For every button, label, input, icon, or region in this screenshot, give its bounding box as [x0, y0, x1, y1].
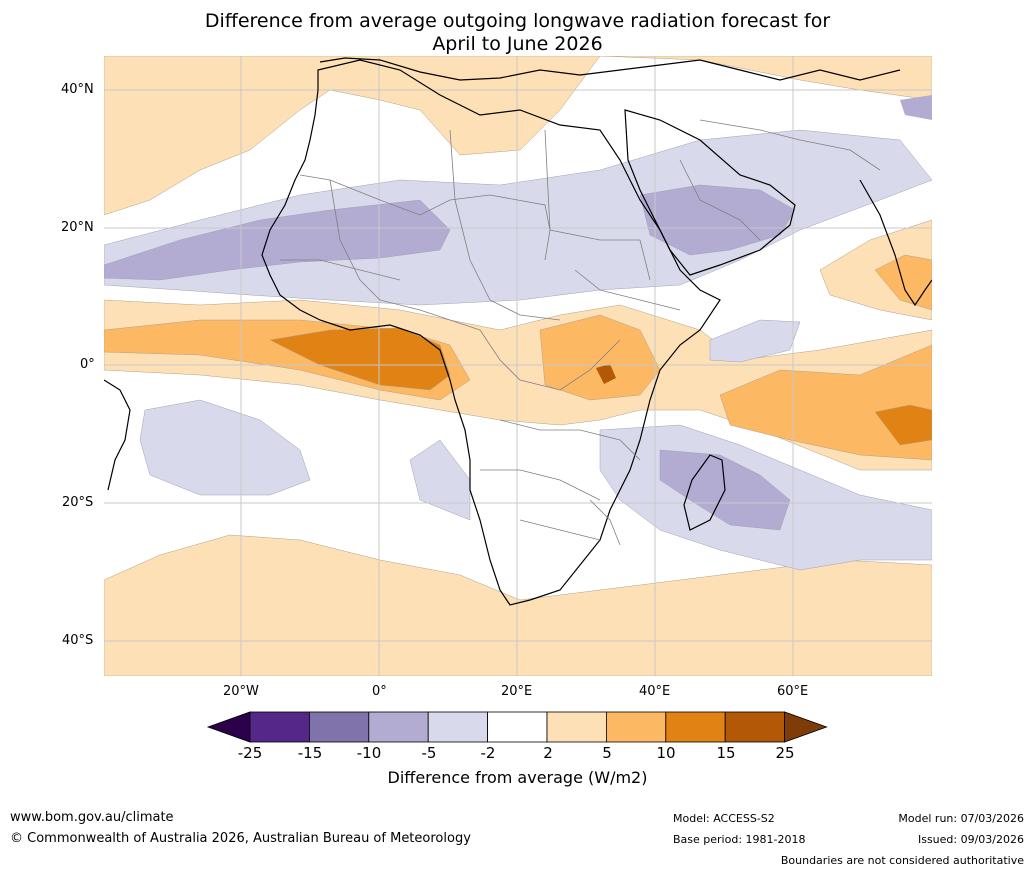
anomaly-region-negative-arabia-5 [639, 184, 796, 256]
anomaly-region-negative-sahel-5 [104, 199, 451, 281]
map-title: Difference from average outgoing longwav… [0, 10, 1035, 56]
map-area [104, 56, 932, 676]
colorbar-extend-high [784, 711, 828, 743]
footer-copyright: © Commonwealth of Australia 2026, Austra… [10, 831, 471, 846]
anomaly-region-positive-indian-ocean-5 [719, 344, 932, 461]
colorbar-tick: -2 [480, 744, 496, 762]
lon-label-0: 0° [372, 684, 387, 699]
colorbar-title: Difference from average (W/m2) [387, 768, 648, 787]
coastlines [104, 57, 932, 606]
footer-issued: Issued: 09/03/2026 [917, 833, 1024, 846]
footer-url: www.bom.gov.au/climate [10, 810, 174, 825]
colorbar-tick: -15 [297, 744, 323, 762]
europe-coastline [319, 57, 901, 81]
colorbar-swatch [546, 711, 607, 743]
colorbar-tick: -10 [356, 744, 382, 762]
anomaly-region-positive-indian-ocean-10 [874, 404, 932, 446]
colorbar-tick: -25 [237, 744, 263, 762]
lat-label-20s: 20°S [62, 495, 94, 510]
colorbar-tick: -5 [421, 744, 437, 762]
lon-gridlines [240, 56, 794, 676]
lat-label-40s: 40°S [62, 633, 94, 648]
lat-label-0: 0° [80, 357, 95, 372]
country-borders [280, 119, 881, 546]
colorbar-extend-low [206, 711, 251, 743]
anomaly-region-negative-south-atlantic [409, 439, 471, 521]
lat-gridlines [104, 89, 932, 642]
lat-label-40n: 40°N [61, 82, 94, 97]
lon-label-60e: 60°E [777, 684, 809, 699]
colorbar-tick: 15 [716, 744, 736, 762]
arabia-coastline [624, 109, 796, 276]
colorbar-swatch [606, 711, 667, 743]
colorbar-swatch [487, 711, 548, 743]
africa-coastline [261, 59, 721, 606]
colorbar [206, 711, 828, 743]
colorbar-tick: 25 [775, 744, 795, 762]
colorbar-tick: 5 [602, 744, 612, 762]
anomaly-region-positive-lake-victoria [596, 364, 616, 384]
lat-label-20n: 20°N [61, 220, 94, 235]
anomaly-region-positive-arabian-sea-5 [874, 254, 932, 311]
title-line-1: Difference from average outgoing longwav… [204, 10, 831, 32]
colorbar-swatch [427, 711, 489, 743]
colorbar-tick: 2 [543, 744, 553, 762]
colorbar-swatch [368, 711, 429, 743]
anomaly-region-negative-iran-5 [900, 95, 932, 120]
anomaly-region-positive-east-africa-5 [539, 314, 661, 401]
colorbar-swatch [665, 711, 726, 743]
footer-model: Model: ACCESS-S2 [673, 812, 775, 825]
brazil-coastline [104, 379, 131, 491]
anomaly-region-negative-indian-ocean [709, 319, 801, 363]
footer-model-run: Model run: 07/03/2026 [898, 812, 1024, 825]
footer-disclaimer: Boundaries are not considered authoritat… [780, 854, 1024, 867]
lon-label-40e: 40°E [639, 684, 671, 699]
title-line-2: April to June 2026 [432, 33, 603, 55]
colorbar-swatch [724, 711, 786, 743]
anomaly-region-negative-atlantic [139, 399, 311, 496]
lon-label-20w: 20°W [223, 684, 259, 699]
colorbar-tick: 10 [656, 744, 676, 762]
madagascar-coastline [683, 454, 726, 531]
footer-base-period: Base period: 1981-2018 [673, 833, 806, 846]
lon-label-20e: 20°E [501, 684, 533, 699]
india-coastline [859, 179, 932, 307]
colorbar-swatch [249, 711, 310, 743]
colorbar-swatch [308, 711, 370, 743]
